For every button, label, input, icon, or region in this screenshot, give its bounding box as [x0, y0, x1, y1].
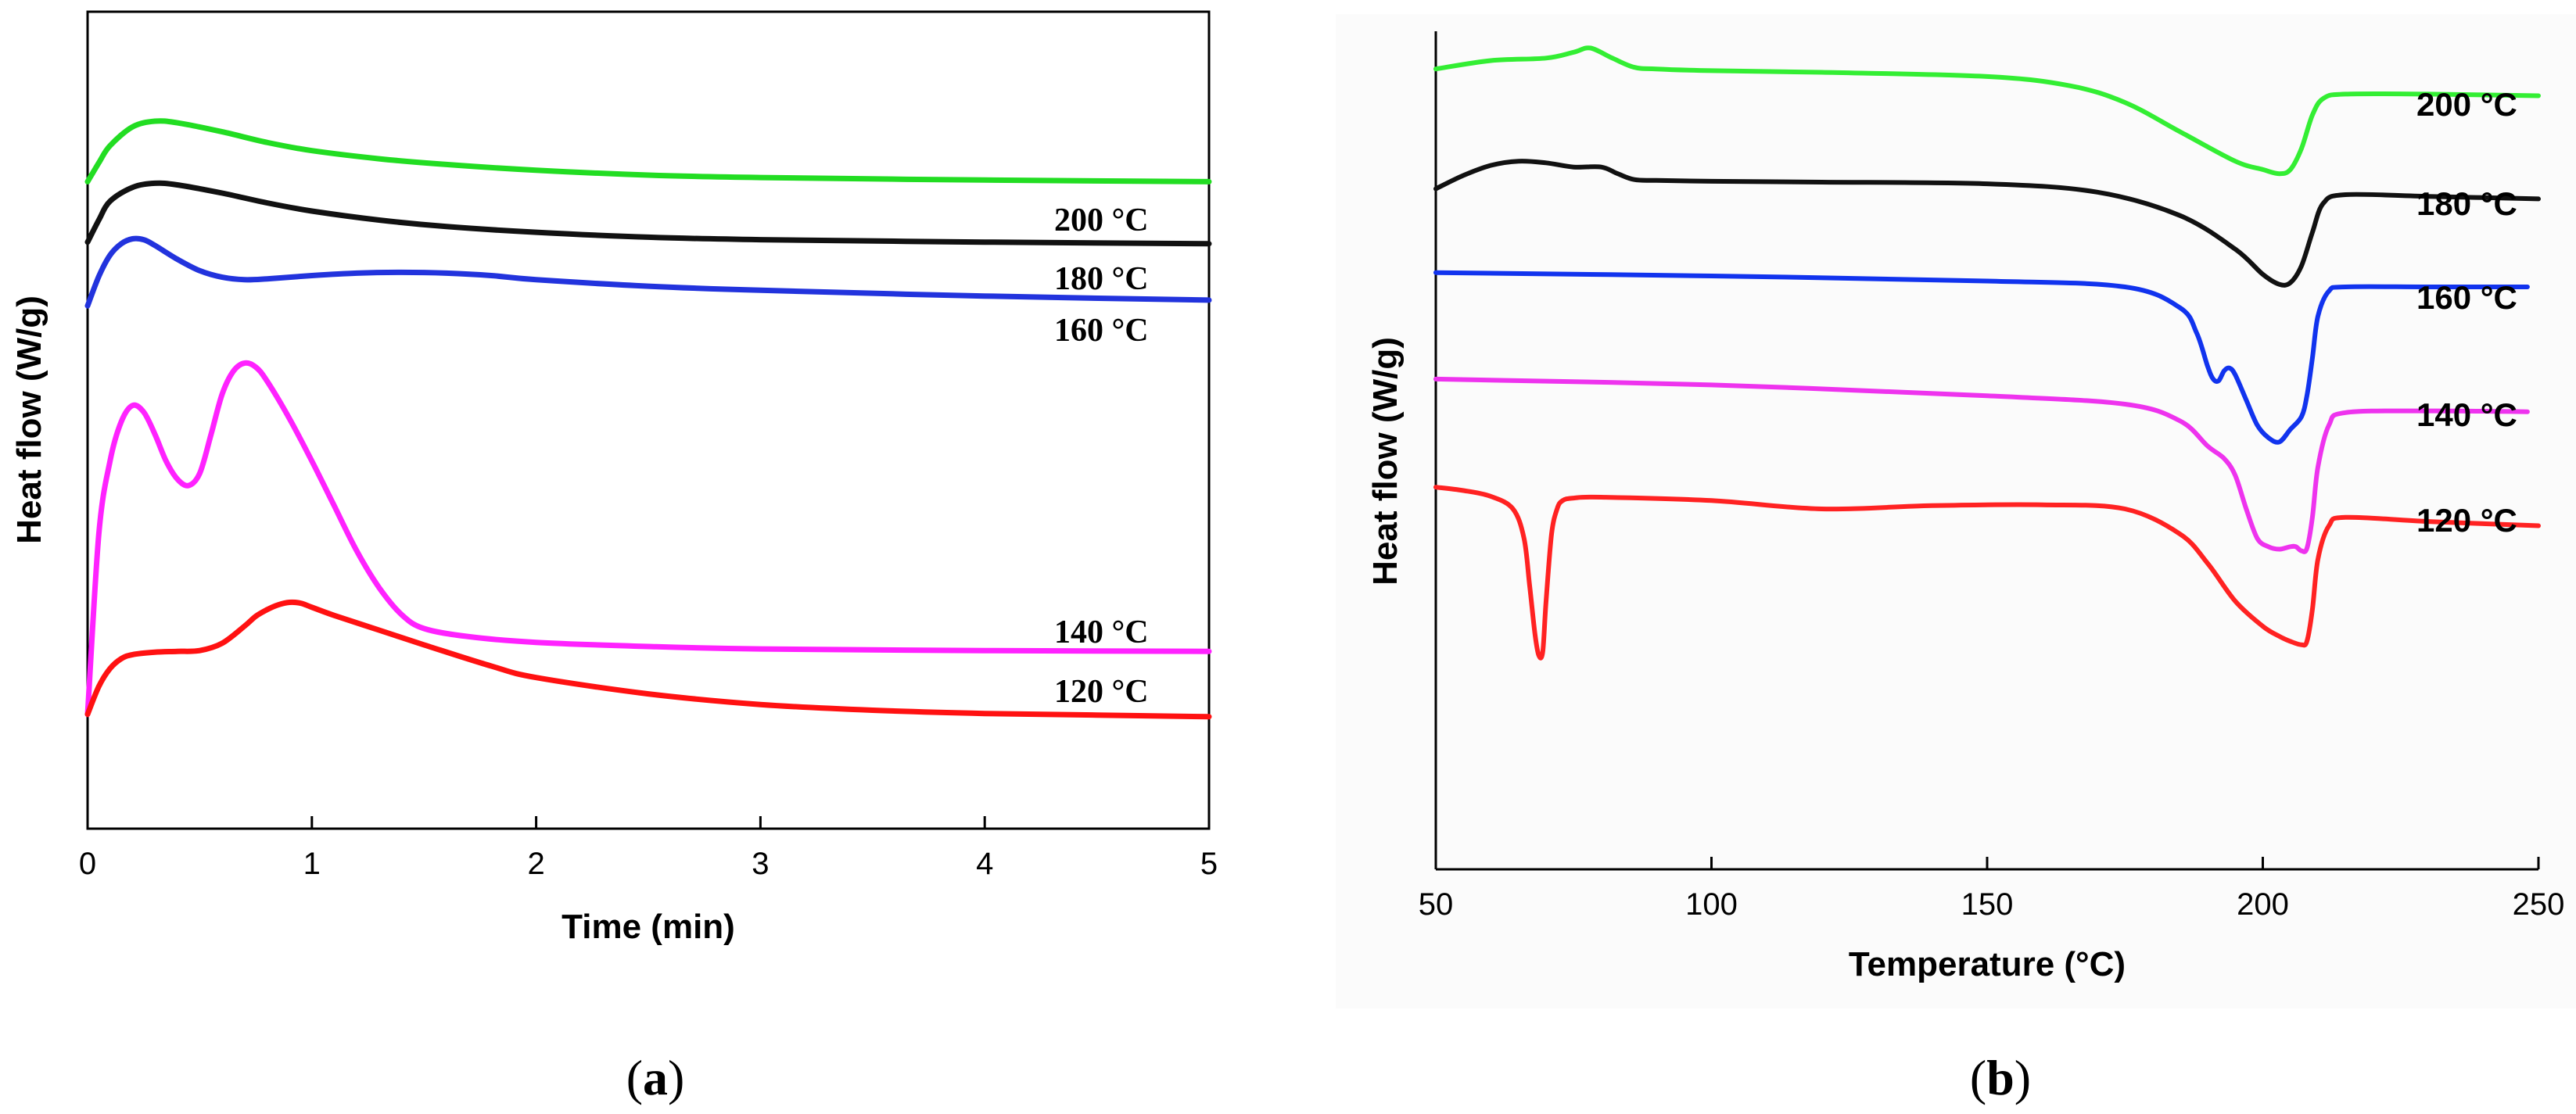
panel-a-x-tick-label: 1 [303, 847, 321, 881]
panel-a: 0 1 2 3 4 5 Time (min) Heat flow (W/g) 200 °C… [10, 10, 1218, 1105]
panel-b-x-tick-label: 250 [2513, 887, 2565, 922]
panel-a-x-tick-label: 4 [976, 847, 993, 881]
panel-b-series-180 [1433, 159, 2541, 288]
panel-a-plot-frame [86, 10, 1211, 830]
panel-a-label-180: 180 °C [1054, 261, 1149, 297]
panel-b-series-200 [1433, 45, 2541, 177]
panel-a-y-axis-title: Heat flow (W/g) [10, 296, 48, 544]
panel-b: 50 100 150 200 250 Temperature (°C) Heat flo… [1336, 14, 2576, 1105]
panel-b-x-tick-label: 100 [1685, 887, 1738, 922]
panel-a-x-tick-label: 0 [79, 847, 96, 881]
panel-b-x-tick-label: 50 [1419, 887, 1454, 922]
panel-b-label-180: 180 °C [2416, 185, 2517, 222]
panel-a-series-200 [84, 118, 1212, 184]
panel-a-series-160 [84, 235, 1212, 309]
panel-b-series-140 [1433, 376, 2530, 554]
panel-a-x-tick-label: 2 [527, 847, 544, 881]
panel-b-caption-letter: b [1986, 1050, 2015, 1105]
panel-a-x-tick-label: 5 [1200, 847, 1218, 881]
panel-b-x-ticks: 50 100 150 200 250 [1419, 857, 2565, 922]
panel-b-x-axis-title: Temperature (°C) [1849, 945, 2126, 983]
panel-a-series-120 [84, 599, 1212, 720]
panel-b-series-120 [1433, 485, 2541, 661]
panel-b-x-tick-label: 200 [2237, 887, 2289, 922]
panel-a-caption-letter: a [643, 1050, 668, 1105]
panel-a-label-120: 120 °C [1054, 674, 1149, 710]
panel-b-label-200: 200 °C [2416, 86, 2517, 123]
panel-a-x-ticks: 0 1 2 3 4 5 [79, 816, 1218, 881]
panel-b-label-160: 160 °C [2416, 279, 2517, 316]
panel-b-y-axis-title: Heat flow (W/g) [1366, 337, 1405, 586]
panel-b-label-140: 140 °C [2416, 396, 2517, 433]
panel-a-label-160: 160 °C [1054, 313, 1149, 349]
panel-a-label-200: 200 °C [1054, 202, 1149, 238]
panel-a-series-140 [84, 360, 1212, 718]
panel-a-x-axis-title: Time (min) [561, 908, 735, 946]
panel-a-x-tick-label: 3 [752, 847, 769, 881]
panel-b-series-160 [1433, 270, 2530, 445]
panel-b-label-120: 120 °C [2416, 502, 2517, 539]
panel-b-caption: (b) [1970, 1050, 2031, 1105]
panel-a-label-140: 140 °C [1054, 614, 1149, 650]
panel-b-x-tick-label: 150 [1961, 887, 2014, 922]
panel-a-curves [84, 118, 1212, 720]
panel-b-background [1336, 14, 2576, 1008]
panel-a-caption: (a) [626, 1050, 685, 1105]
panel-b-curves [1433, 45, 2541, 661]
panel-a-series-180 [84, 180, 1212, 247]
